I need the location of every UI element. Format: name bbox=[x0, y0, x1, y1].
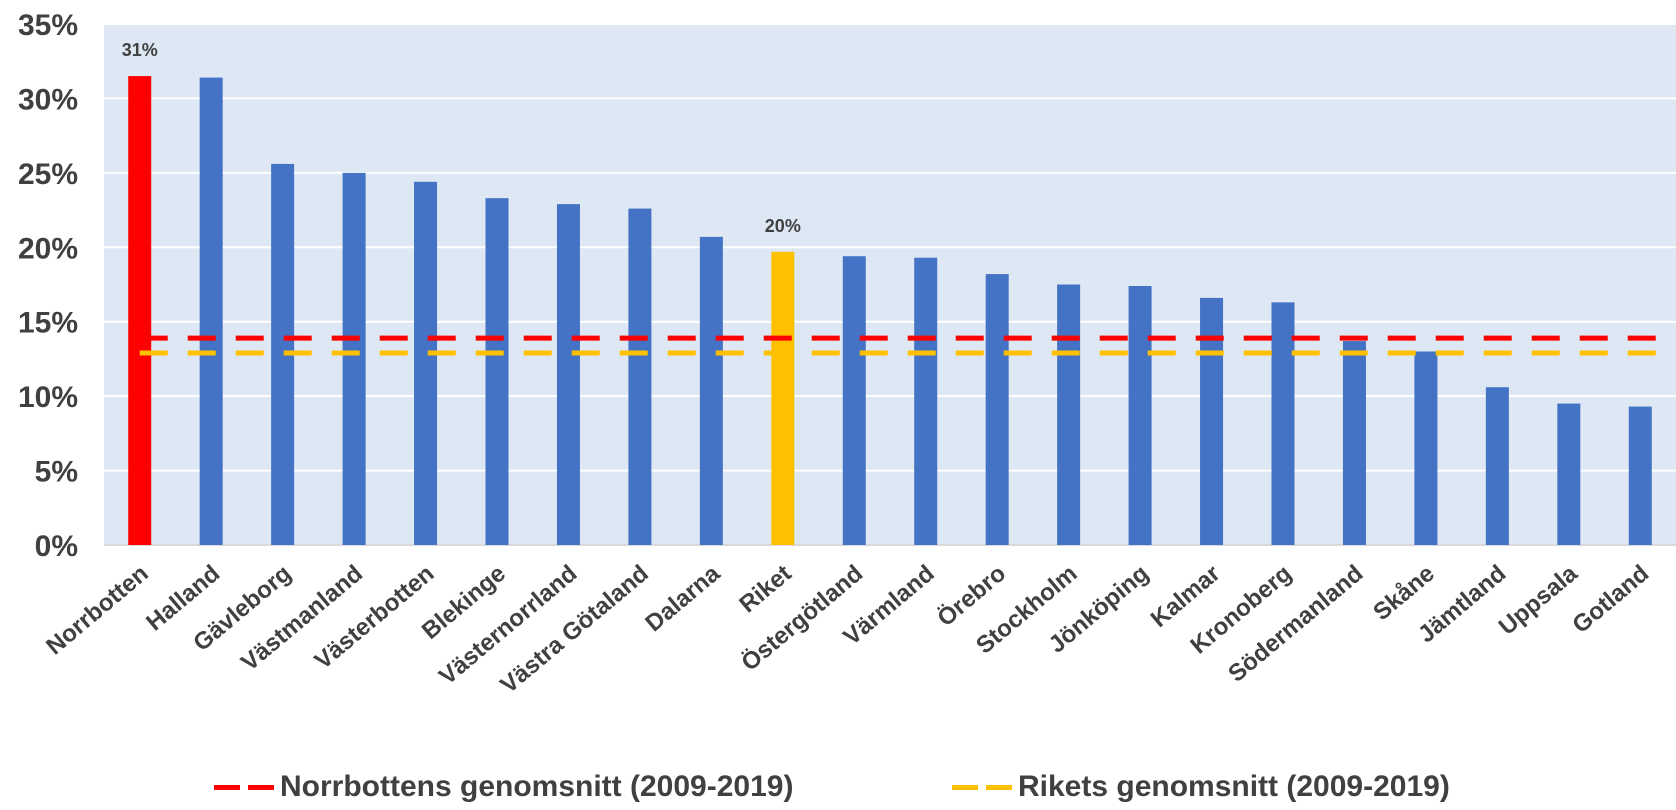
bar bbox=[1271, 302, 1295, 545]
bar bbox=[1485, 387, 1509, 545]
y-axis-tick-labels: 0% 5% 10% 15% 20% 25% 30% 35% bbox=[18, 9, 78, 563]
data-label: 20% bbox=[765, 216, 801, 236]
bar bbox=[1128, 285, 1152, 545]
bar bbox=[914, 257, 938, 545]
bar-chart: 0% 5% 10% 15% 20% 25% 30% 35% 31% 20% Norrbotten… bbox=[18, 9, 1676, 699]
bar bbox=[1628, 406, 1652, 545]
bar bbox=[1342, 341, 1366, 545]
legend-label-riket-avg: Rikets genomsnitt (2009-2019) bbox=[1018, 770, 1450, 803]
x-tick-label: Uppsala bbox=[1494, 560, 1583, 641]
bar bbox=[699, 236, 723, 545]
red-dashed-line-icon bbox=[212, 770, 274, 804]
x-tick-label: Norrbotten bbox=[41, 560, 153, 660]
legend-item-riket-avg: Rikets genomsnitt (2009-2019) bbox=[950, 770, 1450, 804]
bar bbox=[1200, 297, 1224, 545]
x-tick-label: Västmanland bbox=[236, 560, 368, 677]
y-tick-label: 30% bbox=[18, 83, 78, 116]
x-axis-tick-labels: NorrbottenHallandGävleborgVästmanlandVäs… bbox=[41, 559, 1654, 698]
bars bbox=[128, 76, 1652, 546]
bar bbox=[128, 76, 152, 545]
legend: Norrbottens genomsnitt (2009-2019) Riket… bbox=[0, 770, 1676, 810]
bar bbox=[842, 256, 866, 545]
legend-label-norrbotten-avg: Norrbottens genomsnitt (2009-2019) bbox=[280, 770, 794, 803]
x-tick-label: Dalarna bbox=[640, 559, 725, 637]
bar bbox=[1414, 351, 1438, 545]
bar bbox=[771, 251, 795, 545]
bar bbox=[199, 77, 223, 546]
bar bbox=[1057, 284, 1081, 545]
bar bbox=[1557, 403, 1581, 545]
bar bbox=[628, 208, 652, 545]
bar bbox=[985, 274, 1009, 545]
data-labels: 31% 20% bbox=[122, 40, 801, 236]
x-tick-label: Östergötland bbox=[736, 560, 868, 677]
y-tick-label: 20% bbox=[18, 232, 78, 265]
bar bbox=[556, 204, 580, 546]
y-tick-label: 0% bbox=[35, 530, 78, 563]
reference-lines bbox=[139, 335, 1672, 356]
bar bbox=[485, 198, 509, 546]
x-tick-label: Gotland bbox=[1567, 560, 1654, 639]
y-tick-label: 5% bbox=[35, 456, 78, 489]
yellow-dashed-line-icon bbox=[950, 770, 1012, 804]
data-label: 31% bbox=[122, 40, 158, 60]
y-tick-label: 25% bbox=[18, 158, 78, 191]
bar bbox=[342, 172, 366, 545]
legend-item-norrbotten-avg: Norrbottens genomsnitt (2009-2019) bbox=[212, 770, 793, 804]
y-tick-label: 35% bbox=[18, 9, 78, 42]
y-tick-label: 10% bbox=[18, 381, 78, 414]
gridlines bbox=[104, 23, 1676, 546]
plot-area bbox=[104, 24, 1676, 545]
bar bbox=[414, 181, 438, 545]
x-tick-label: Riket bbox=[734, 560, 796, 618]
y-tick-label: 15% bbox=[18, 307, 78, 340]
bar bbox=[271, 163, 295, 545]
